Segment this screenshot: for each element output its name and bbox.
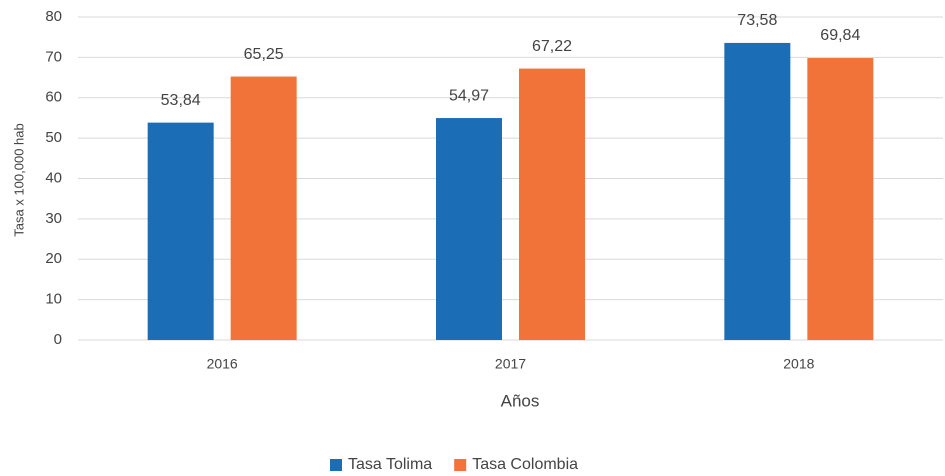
x-tick-label: 2016	[207, 356, 238, 372]
y-tick-label: 0	[54, 331, 62, 348]
y-tick-label: 20	[45, 250, 62, 267]
legend-label: Tasa Colombia	[472, 456, 578, 473]
x-axis-label: Años	[501, 391, 540, 410]
bar	[230, 76, 297, 340]
data-label: 54,97	[449, 87, 489, 104]
y-tick-label: 60	[45, 89, 62, 106]
legend-swatch	[454, 459, 467, 471]
bar	[519, 68, 585, 341]
y-tick-label: 40	[45, 169, 62, 186]
x-tick-label: 2017	[495, 356, 526, 372]
data-label: 65,25	[244, 46, 284, 63]
bar	[807, 58, 874, 341]
y-tick-label: 80	[45, 8, 62, 25]
y-tick-label: 70	[45, 48, 62, 65]
y-tick-label: 30	[45, 210, 62, 227]
y-tick-label: 10	[45, 291, 62, 308]
y-tick-label: 50	[45, 129, 62, 146]
legend-label: Tasa Tolima	[348, 456, 432, 473]
data-label: 73,58	[737, 12, 777, 29]
x-tick-label: 2018	[783, 356, 814, 372]
legend-swatch	[330, 459, 342, 471]
bar	[436, 118, 502, 340]
data-label: 69,84	[820, 27, 860, 44]
bar	[724, 42, 791, 341]
bar	[147, 122, 214, 340]
data-label: 53,84	[161, 92, 201, 109]
data-label: 67,22	[532, 38, 572, 55]
y-axis-label: Tasa x 100,000 hab	[11, 123, 26, 236]
